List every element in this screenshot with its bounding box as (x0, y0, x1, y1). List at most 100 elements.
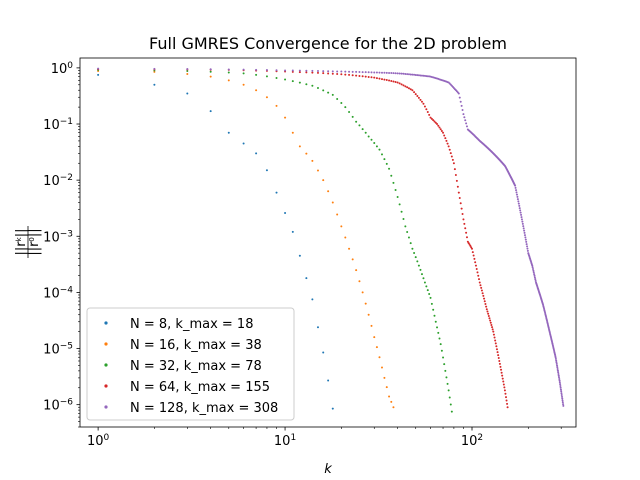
legend-marker (104, 384, 108, 388)
data-point (316, 70, 319, 73)
data-point (402, 218, 405, 221)
data-point (558, 379, 561, 382)
data-point (436, 326, 439, 329)
data-point (475, 268, 478, 270)
data-point (400, 72, 403, 75)
data-point (447, 389, 450, 392)
data-point (488, 317, 491, 320)
data-point (437, 124, 440, 127)
data-point (361, 71, 364, 74)
data-point (458, 196, 461, 199)
data-point (298, 145, 301, 148)
data-point (227, 71, 230, 74)
data-point (400, 210, 403, 213)
series-4 (97, 68, 509, 409)
data-point (388, 71, 391, 74)
data-point (457, 191, 460, 194)
data-point (423, 281, 426, 284)
data-point (484, 302, 487, 305)
data-point (284, 116, 287, 119)
data-point (388, 167, 391, 170)
data-point (460, 104, 463, 107)
data-point (385, 79, 388, 82)
data-point (298, 254, 301, 257)
data-point (186, 70, 189, 72)
data-point (340, 70, 343, 73)
data-point (462, 218, 465, 221)
data-point (557, 372, 560, 375)
data-point (445, 139, 448, 142)
data-point (291, 230, 294, 233)
data-point (502, 383, 505, 386)
data-point (523, 231, 526, 234)
data-point (275, 104, 278, 107)
data-point (459, 100, 462, 103)
data-point (97, 67, 100, 70)
data-point (378, 356, 381, 359)
data-point (416, 95, 419, 97)
data-point (344, 236, 347, 239)
data-point (522, 225, 525, 228)
data-point (503, 386, 506, 389)
data-point (242, 83, 245, 86)
data-point (322, 72, 325, 75)
data-point (422, 74, 425, 77)
data-point (417, 96, 420, 99)
data-point (336, 213, 339, 216)
data-point (392, 80, 395, 83)
points-layer (97, 67, 565, 413)
data-point (477, 274, 480, 277)
axes-frame (79, 57, 577, 428)
data-point (311, 84, 314, 87)
data-point (375, 346, 378, 349)
data-point (322, 351, 325, 354)
data-point (383, 78, 386, 81)
data-point (555, 361, 558, 364)
series-5 (97, 67, 565, 407)
data-point (419, 268, 422, 271)
data-point (291, 131, 294, 134)
data-point (521, 222, 524, 225)
data-point (388, 79, 391, 82)
data-point (486, 310, 489, 313)
data-point (524, 238, 527, 241)
data-point (489, 319, 492, 322)
data-point (454, 173, 457, 176)
data-point (432, 308, 435, 311)
y-axis-label-numerator: ||rk|| (14, 229, 29, 256)
data-point (556, 369, 559, 372)
data-point (500, 368, 503, 371)
data-point (556, 367, 559, 370)
data-point (153, 67, 156, 70)
data-point (396, 72, 399, 75)
data-point (481, 292, 484, 295)
data-point (496, 351, 499, 354)
data-point (445, 376, 448, 379)
data-point (305, 71, 308, 74)
data-point (361, 75, 364, 78)
data-point (316, 87, 319, 90)
data-point (388, 395, 391, 398)
series-2 (97, 70, 395, 409)
data-point (364, 302, 367, 305)
data-point (465, 125, 468, 128)
data-point (514, 184, 517, 187)
data-point (355, 70, 358, 73)
data-point (265, 96, 268, 99)
data-point (559, 384, 562, 387)
data-point (487, 312, 490, 315)
data-point (407, 236, 410, 239)
data-point (340, 102, 343, 105)
data-point (514, 186, 517, 189)
data-point (559, 388, 562, 391)
data-point (562, 403, 565, 406)
data-point (316, 169, 319, 172)
data-point (291, 69, 294, 72)
x-axis-label: k (324, 462, 332, 477)
data-point (495, 345, 498, 348)
y-axis-label-denominator: ||r0|| (27, 228, 42, 255)
data-point (531, 266, 534, 269)
data-point (457, 92, 460, 95)
data-point (491, 328, 494, 331)
